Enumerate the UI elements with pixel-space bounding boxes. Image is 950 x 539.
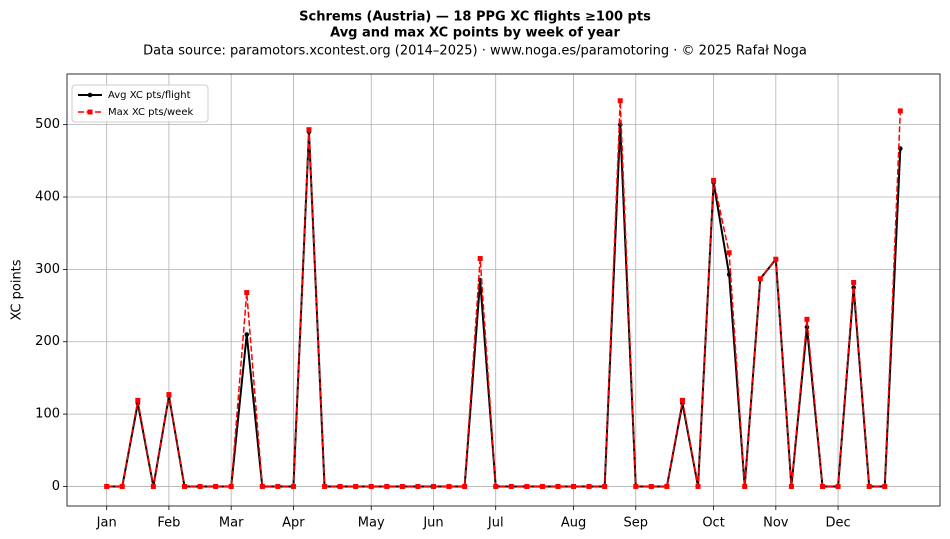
y-tick-label: 500 [35,117,60,132]
x-tick-label: Sep [624,516,649,531]
marker [213,483,219,489]
marker [633,483,639,489]
plot-frame [66,73,941,507]
marker [679,397,685,403]
legend-box [71,84,209,123]
marker [430,483,436,489]
y-tick-label: 300 [35,262,60,277]
marker [166,392,172,398]
series-line [106,100,902,488]
marker [415,483,421,489]
marker [446,483,452,489]
x-tick-label: Aug [561,516,586,531]
marker [524,483,530,489]
marker [244,290,250,296]
marker [244,332,250,337]
marker [322,483,328,489]
marker [508,483,514,489]
marker [586,483,592,489]
marker [259,483,265,489]
marker [353,483,359,489]
y-tick-label: 0 [52,479,60,494]
x-tick-label: Jul [487,516,504,531]
marker [820,483,826,489]
marker [742,483,748,489]
x-tick-label: Nov [763,516,789,531]
marker [711,177,717,183]
marker [617,98,623,104]
x-tick-label: Oct [702,516,724,531]
marker [104,483,110,489]
marker [228,483,234,489]
marker [866,483,872,489]
legend-marker [87,92,93,98]
marker [150,483,156,489]
x-tick-label: May [358,516,385,531]
marker [493,483,499,489]
x-tick-label: Apr [282,516,305,531]
y-axis-label: XC points [10,259,25,320]
marker [804,316,810,322]
x-tick-label: Jan [96,516,117,531]
x-tick-label: Dec [825,516,850,531]
marker [602,483,608,489]
marker [648,483,654,489]
legend-label: Max XC pts/week [108,107,193,118]
chart-subtitle: Data source: paramotors.xcontest.org (20… [143,44,807,59]
marker [773,256,779,262]
marker [835,483,841,489]
marker [306,127,312,133]
marker [664,483,670,489]
marker [462,483,468,489]
marker [788,483,794,489]
series-line [106,124,902,488]
marker [337,483,343,489]
marker [882,483,888,489]
legend-label: Avg XC pts/flight [108,90,191,101]
x-tick-label: Jun [422,516,443,531]
marker [135,397,141,403]
marker [399,483,405,489]
chart-title: Schrems (Austria) — 18 PPG XC flights ≥1… [299,10,651,25]
y-tick-label: 200 [35,334,60,349]
marker [571,483,577,489]
marker [368,483,374,489]
marker [539,483,545,489]
marker [290,483,296,489]
marker [695,483,701,489]
x-tick-label: Mar [219,516,244,531]
marker [726,250,732,256]
marker [757,276,763,282]
marker [851,279,857,285]
marker [384,483,390,489]
marker [897,108,903,114]
marker [181,483,187,489]
x-tick-label: Feb [157,516,180,531]
marker [119,483,125,489]
y-tick-label: 400 [35,190,60,205]
marker [275,483,281,489]
legend-marker [87,109,93,115]
chart-title: Avg and max XC points by week of year [330,26,620,41]
y-tick-label: 100 [35,407,60,422]
marker [555,483,561,489]
marker [197,483,203,489]
marker [477,256,483,262]
